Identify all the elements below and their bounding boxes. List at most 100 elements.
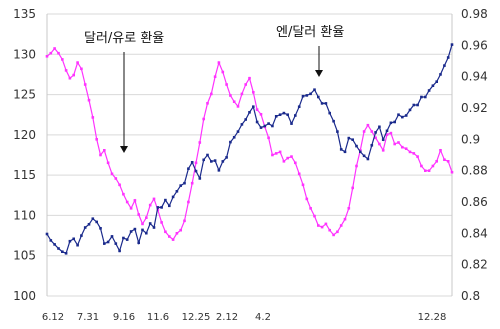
right-tick-label: 0.84 [461, 226, 488, 240]
right-tick-label: 0.8 [461, 289, 480, 303]
data-point [141, 228, 144, 232]
data-point [118, 249, 121, 253]
data-point [240, 92, 244, 96]
right-tick-label: 0.88 [461, 164, 488, 178]
annotation-label: 달러/유로 환율 [84, 31, 164, 46]
data-point [359, 149, 362, 152]
data-point [343, 217, 347, 221]
data-point [87, 98, 91, 102]
data-point [313, 214, 316, 218]
data-point [271, 153, 274, 157]
data-point [290, 155, 293, 158]
data-point [301, 94, 305, 98]
data-point [210, 160, 213, 163]
data-point [378, 142, 381, 146]
data-point [103, 149, 106, 152]
data-point [259, 126, 263, 129]
data-point [305, 197, 309, 201]
data-point [393, 120, 396, 124]
data-point [137, 213, 140, 216]
data-point [106, 240, 110, 244]
data-point [229, 140, 232, 144]
data-point [297, 105, 301, 108]
data-point [129, 207, 133, 210]
data-point [431, 164, 435, 168]
x-tick-label: 11.6 [147, 312, 169, 323]
data-point [236, 105, 240, 108]
data-point [141, 222, 144, 226]
data-point [232, 100, 236, 103]
data-point [179, 184, 182, 187]
data-point [282, 160, 286, 163]
data-point [297, 172, 301, 176]
data-point [443, 158, 446, 161]
right-tick-label: 0.94 [461, 70, 488, 84]
data-point [80, 234, 83, 237]
grid [46, 13, 453, 297]
data-point [355, 164, 358, 168]
data-point [267, 122, 270, 125]
data-point [171, 195, 175, 199]
data-point [232, 136, 236, 139]
left-tick-label: 105 [13, 249, 36, 263]
data-point [248, 111, 251, 114]
data-point [99, 153, 102, 157]
data-point [385, 129, 389, 133]
data-point [152, 226, 156, 229]
data-point [68, 76, 72, 80]
data-point [194, 161, 198, 165]
x-tick-label: 7.31 [77, 312, 99, 323]
data-point [160, 221, 163, 224]
data-point [168, 204, 171, 208]
data-point [401, 145, 404, 149]
data-point [351, 138, 354, 141]
data-point [389, 131, 393, 135]
data-point [324, 102, 328, 105]
data-point [64, 69, 68, 72]
data-point [393, 142, 396, 146]
data-point [439, 73, 442, 76]
data-point [404, 147, 408, 150]
data-point [198, 141, 202, 144]
data-point [175, 232, 179, 235]
data-point [152, 197, 156, 201]
data-point [221, 70, 225, 74]
data-point [271, 124, 274, 128]
data-point [225, 83, 228, 86]
data-point [114, 177, 118, 180]
series-layer [45, 43, 454, 255]
data-point [221, 160, 225, 163]
data-point [339, 224, 343, 227]
data-point [122, 236, 125, 240]
data-point [164, 198, 167, 202]
data-point [125, 200, 129, 204]
data-point [282, 111, 286, 115]
data-point [255, 108, 259, 111]
data-point [129, 230, 133, 233]
left-tick-label: 135 [13, 7, 36, 21]
data-point [57, 51, 60, 55]
left-tick-label: 120 [13, 128, 36, 142]
data-point [118, 183, 121, 187]
data-point [320, 102, 324, 105]
data-point [244, 83, 247, 86]
data-point [225, 156, 228, 159]
data-point [424, 169, 427, 172]
annotation-arrowhead [120, 146, 128, 153]
data-point [263, 124, 267, 128]
data-point [328, 111, 331, 115]
data-point [91, 217, 95, 220]
x-tick-label: 6.12 [42, 312, 64, 323]
data-point [278, 150, 282, 154]
data-point [252, 105, 255, 108]
data-point [45, 55, 49, 58]
x-tick-label: 9.16 [113, 312, 135, 323]
data-point [397, 113, 400, 116]
data-point [332, 119, 335, 123]
data-point [324, 222, 328, 226]
left-tick-label: 100 [13, 289, 36, 303]
data-point [72, 237, 75, 241]
data-point [103, 242, 106, 245]
data-point [347, 136, 351, 140]
data-point [190, 181, 194, 185]
